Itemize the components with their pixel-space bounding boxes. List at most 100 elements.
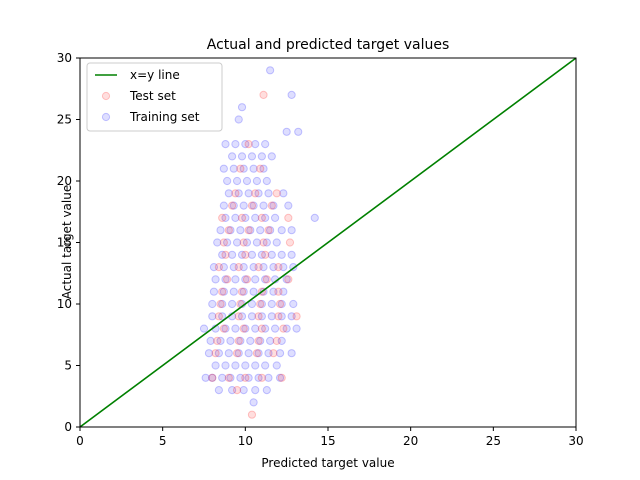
- training-point: [218, 250, 227, 259]
- plot-content: [80, 58, 576, 427]
- training-point: [264, 373, 273, 382]
- legend-label: Test set: [129, 89, 176, 103]
- test-point: [284, 213, 293, 222]
- training-point: [266, 66, 275, 75]
- training-point: [246, 226, 255, 235]
- training-point: [229, 201, 238, 210]
- training-point: [216, 336, 225, 345]
- training-point: [264, 349, 273, 358]
- training-point: [279, 287, 288, 296]
- axes: 0 5 10 15 20 25 30 0 5 10 15 20 25 30: [57, 51, 584, 448]
- training-point: [228, 386, 237, 395]
- training-point: [251, 213, 260, 222]
- x-tick-label: 5: [159, 434, 167, 448]
- test-point: [262, 275, 271, 284]
- training-point: [272, 361, 281, 370]
- training-point: [209, 287, 219, 296]
- training-point: [289, 299, 298, 309]
- training-point: [287, 226, 296, 235]
- training-point: [231, 213, 240, 222]
- training-point: [221, 324, 230, 333]
- legend-marker-swatch: [101, 112, 111, 122]
- training-point: [232, 176, 242, 186]
- test-point: [219, 238, 228, 247]
- training-point: [261, 275, 270, 284]
- test-point: [211, 349, 220, 358]
- training-point: [262, 386, 271, 395]
- training-point: [201, 373, 210, 382]
- test-point: [247, 410, 257, 419]
- test-point: [218, 213, 227, 222]
- test-point: [274, 312, 283, 321]
- training-point: [279, 263, 288, 272]
- test-point: [259, 90, 268, 100]
- training-point: [247, 152, 257, 161]
- reference-line: [80, 58, 576, 427]
- training-point: [221, 361, 230, 370]
- test-point: [254, 263, 263, 272]
- training-point: [259, 164, 268, 173]
- training-point: [211, 361, 220, 370]
- training-point: [292, 324, 301, 333]
- training-point: [241, 213, 250, 222]
- training-point: [224, 189, 233, 198]
- x-tick-label: 25: [486, 434, 501, 448]
- training-point: [229, 263, 238, 272]
- legend-box: [86, 62, 223, 132]
- training-point: [239, 164, 248, 173]
- training-point: [257, 312, 266, 321]
- training-point: [241, 324, 250, 333]
- training-point: [256, 336, 265, 345]
- training-point: [262, 238, 271, 247]
- training-point: [221, 275, 230, 284]
- training-point: [249, 263, 258, 272]
- training-point: [266, 336, 275, 345]
- training-point: [208, 373, 217, 382]
- training-point: [264, 189, 273, 198]
- test-point: [272, 336, 281, 345]
- test-point: [244, 226, 253, 235]
- test-point: [213, 336, 222, 345]
- training-point: [218, 299, 227, 309]
- training-point: [272, 238, 281, 247]
- training-point: [262, 176, 271, 186]
- training-point: [223, 176, 232, 186]
- training-point: [241, 275, 250, 284]
- training-point: [229, 287, 238, 296]
- training-point: [221, 213, 230, 222]
- x-axis-label: Predicted target value: [261, 456, 394, 470]
- test-point: [234, 263, 243, 272]
- training-point: [214, 386, 223, 395]
- training-point: [239, 287, 248, 296]
- training-point: [231, 140, 240, 149]
- x-tick-label: 30: [568, 434, 583, 448]
- test-point: [214, 263, 223, 272]
- legend-marker-swatch: [101, 91, 111, 101]
- training-point: [219, 201, 228, 210]
- training-point: [257, 250, 266, 259]
- training-point: [259, 263, 268, 272]
- series-test-set: [208, 90, 301, 419]
- test-point: [232, 349, 242, 358]
- training-point: [254, 373, 263, 382]
- test-point: [241, 250, 250, 259]
- test-point: [224, 226, 233, 235]
- legend-label: x=y line: [130, 68, 180, 82]
- training-point: [234, 349, 243, 358]
- test-point: [292, 312, 301, 321]
- y-tick-label: 30: [57, 51, 72, 65]
- training-point: [234, 115, 243, 124]
- training-point: [266, 226, 275, 235]
- test-point: [208, 373, 217, 382]
- y-tick-label: 15: [57, 236, 72, 250]
- training-point: [282, 275, 291, 284]
- test-point: [285, 238, 295, 247]
- test-point: [274, 287, 283, 296]
- training-point: [232, 238, 242, 247]
- training-point: [267, 152, 276, 161]
- training-point: [252, 238, 262, 247]
- test-point: [228, 201, 237, 210]
- training-point: [269, 201, 278, 210]
- training-point: [261, 140, 270, 149]
